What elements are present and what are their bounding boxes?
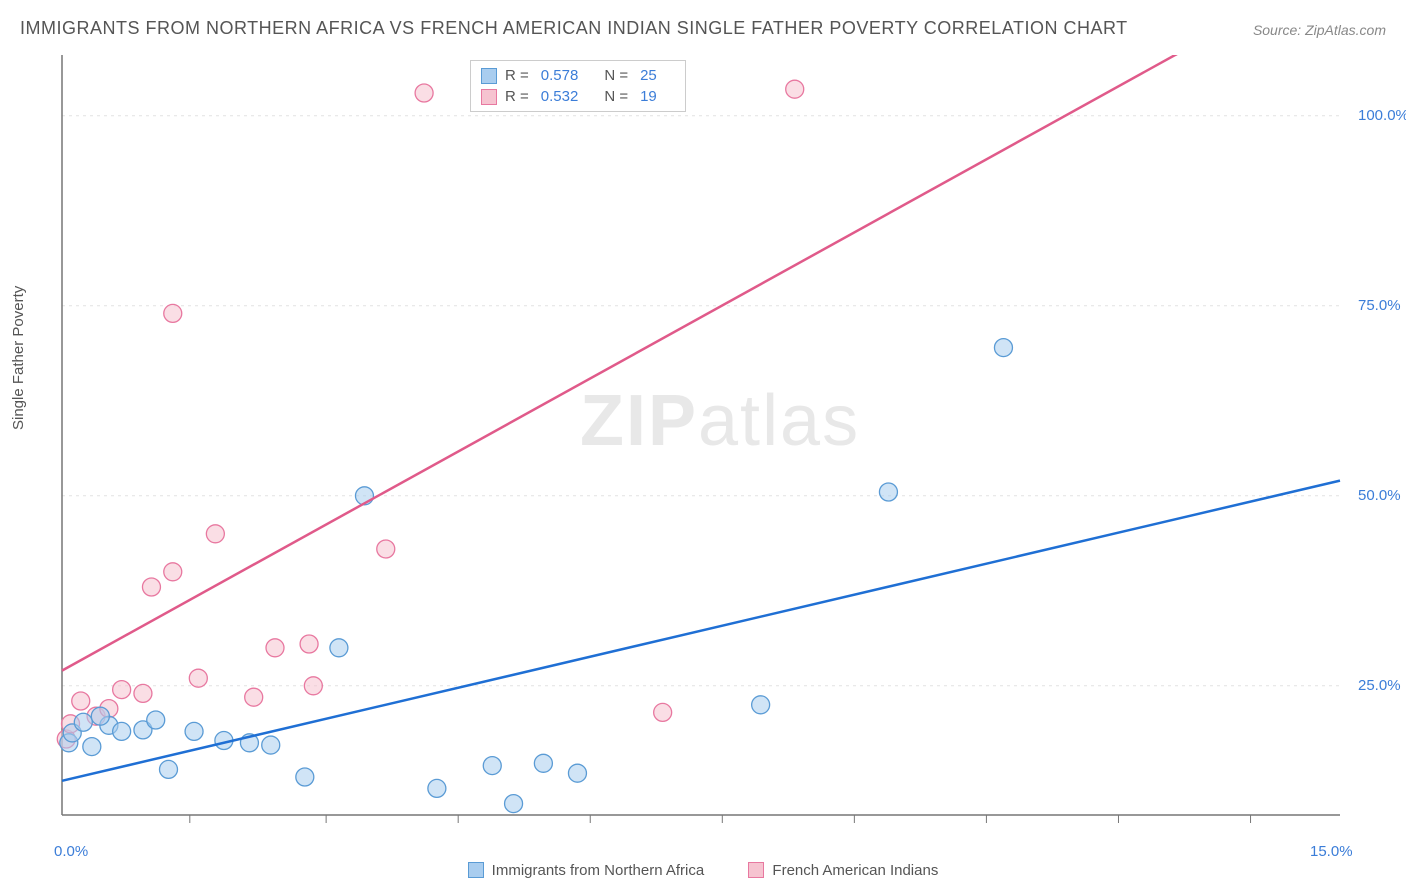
swatch-pink [748, 862, 764, 878]
legend-r-label: R = [505, 67, 529, 84]
legend-series: Immigrants from Northern Africa French A… [0, 862, 1406, 883]
legend-n-label: N = [604, 88, 628, 105]
y-tick-label: 50.0% [1358, 487, 1401, 504]
swatch-blue [481, 68, 497, 84]
chart-plot-area [50, 55, 1350, 825]
legend-row-blue: R = 0.578 N = 25 [481, 65, 675, 86]
legend-row-pink: R = 0.532 N = 19 [481, 86, 675, 107]
swatch-pink [481, 89, 497, 105]
legend-blue-label: Immigrants from Northern Africa [492, 862, 705, 879]
legend-statistics: R = 0.578 N = 25 R = 0.532 N = 19 [470, 60, 686, 112]
legend-pink-n-value: 19 [640, 88, 657, 105]
legend-blue-r-value: 0.578 [541, 67, 579, 84]
legend-n-label: N = [604, 67, 628, 84]
scatter-chart [50, 55, 1350, 825]
legend-item-blue: Immigrants from Northern Africa [468, 862, 705, 879]
y-tick-label: 100.0% [1358, 107, 1406, 124]
legend-item-pink: French American Indians [748, 862, 938, 879]
x-tick-label: 0.0% [54, 843, 88, 860]
chart-title: IMMIGRANTS FROM NORTHERN AFRICA VS FRENC… [20, 18, 1128, 39]
legend-r-label: R = [505, 88, 529, 105]
x-tick-label: 15.0% [1310, 843, 1353, 860]
legend-blue-n-value: 25 [640, 67, 657, 84]
source-attribution: Source: ZipAtlas.com [1253, 22, 1386, 38]
legend-pink-label: French American Indians [772, 862, 938, 879]
y-tick-label: 75.0% [1358, 297, 1401, 314]
y-axis-label: Single Father Poverty [10, 286, 27, 430]
swatch-blue [468, 862, 484, 878]
legend-pink-r-value: 0.532 [541, 88, 579, 105]
y-tick-label: 25.0% [1358, 677, 1401, 694]
